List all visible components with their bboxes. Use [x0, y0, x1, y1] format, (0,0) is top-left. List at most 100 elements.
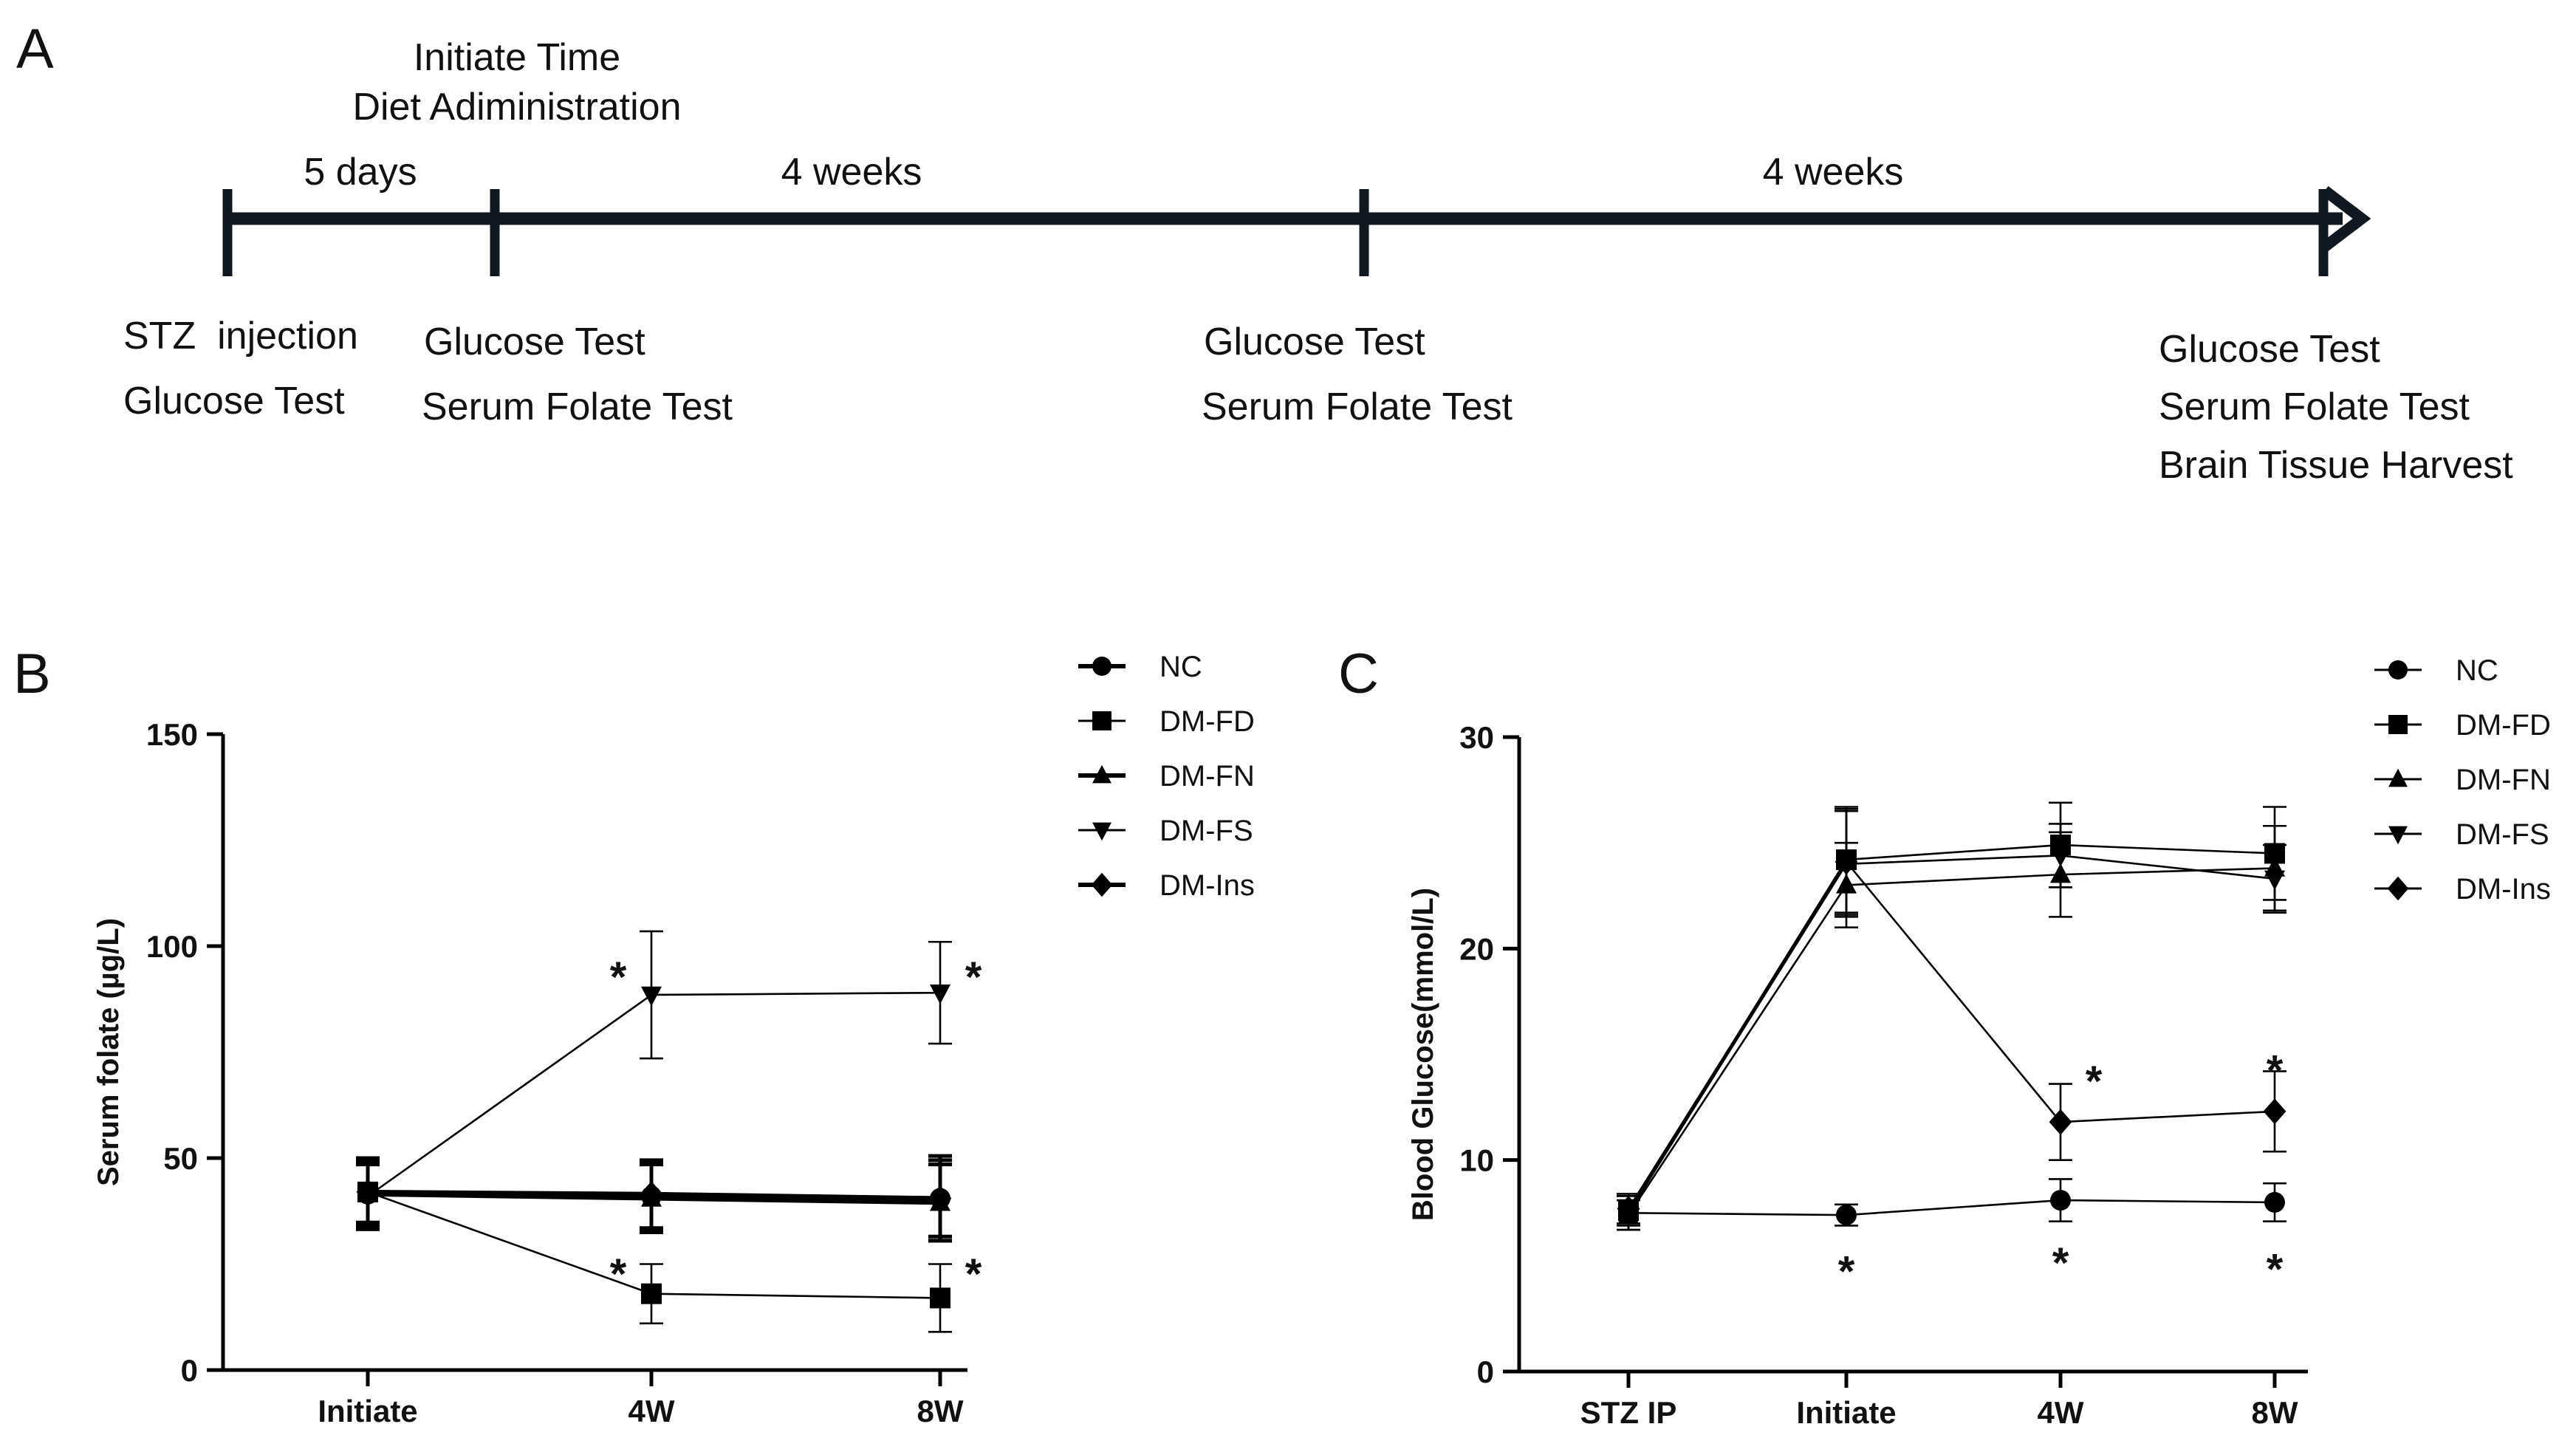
series-dm-ins-point-3	[2263, 1098, 2286, 1125]
legend-item-nc: NC	[2374, 654, 2498, 687]
legend-label-dm-fs: DM-FS	[1159, 815, 1253, 847]
legend-marker-dm-fd	[1092, 711, 1111, 730]
x-tick-label-8w: 8W	[2252, 1395, 2298, 1430]
event-2-line-0: Glucose Test	[1204, 321, 1425, 363]
legend-item-dm-ins: DM-Ins	[1078, 869, 1255, 902]
series-dm-fd-line	[367, 1191, 941, 1299]
series-dm-ins-point-0	[356, 1179, 380, 1205]
series-dm-fn	[1617, 824, 2286, 1231]
series-dm-fs	[1617, 809, 2286, 1231]
legend-item-dm-fs: DM-FS	[2374, 818, 2549, 851]
series-dm-fs-point-2	[930, 984, 950, 1004]
legend-label-dm-fn: DM-FN	[2456, 764, 2551, 796]
legend-label-dm-fd: DM-FD	[2456, 709, 2551, 742]
series-dm-ins-point-2	[2049, 1109, 2072, 1135]
timeline-arrowhead	[2321, 186, 2371, 251]
x-tick-label-initiate: Initiate	[318, 1394, 417, 1428]
chart-b-serum-folate: 0 50 100 150 Initiate 4W 8W Serum folate (µg/L)…	[92, 651, 1255, 1428]
series-dm-ins	[356, 1154, 952, 1243]
event-3-line-2: Brain Tissue Harvest	[2159, 444, 2513, 487]
legend-label-dm-ins: DM-Ins	[2456, 873, 2551, 905]
panel-a-timeline: A Initiate Time Diet Adiministration 5 d…	[16, 18, 2513, 487]
series-nc-point-2	[2050, 1190, 2071, 1211]
y-tick-label-0: 0	[181, 1353, 198, 1388]
legend-label-dm-fs: DM-FS	[2456, 818, 2549, 851]
series-dm-ins-point-1	[1835, 849, 1858, 875]
significance-star-2: *	[610, 1250, 627, 1298]
significance-star-1: *	[965, 953, 982, 1002]
series-dm-fd	[356, 1161, 952, 1333]
panel-c-letter: C	[1338, 643, 1379, 705]
legend-marker-nc	[2388, 660, 2408, 679]
event-1-line-1: Serum Folate Test	[422, 386, 733, 428]
legend-item-dm-fd: DM-FD	[2374, 709, 2551, 742]
event-0-line-1: Glucose Test	[123, 380, 345, 422]
series-nc-line	[1628, 1199, 2275, 1216]
x-tick-label-stz-ip: STZ IP	[1580, 1395, 1677, 1430]
legend-marker-dm-fn	[2388, 768, 2408, 787]
significance-star-2: *	[1838, 1248, 1855, 1296]
legend-marker-dm-ins	[1091, 872, 1113, 897]
legend-label-dm-fn: DM-FN	[1159, 760, 1255, 792]
legend-label-dm-fd: DM-FD	[1159, 705, 1255, 738]
y-tick-label-150: 150	[146, 717, 198, 752]
interval-label-4-weeks-1: 4 weeks	[781, 151, 922, 194]
series-nc-point-3	[2264, 1191, 2285, 1213]
interval-label-4-weeks-2: 4 weeks	[1763, 151, 1904, 194]
legend-item-dm-ins: DM-Ins	[2374, 873, 2551, 905]
significance-star-4: *	[2267, 1246, 2284, 1294]
significance-star-3: *	[965, 1250, 982, 1298]
series-dm-ins-point-1	[640, 1181, 663, 1208]
series-dm-fn-line	[1627, 867, 2275, 1216]
series-dm-ins-line	[1627, 860, 2275, 1210]
legend-item-dm-fn: DM-FN	[2374, 764, 2551, 796]
panel-b-letter: B	[13, 643, 51, 705]
series-dm-fs-point-3	[2264, 870, 2285, 891]
legend-marker-dm-fd	[2388, 715, 2408, 734]
y-tick-label-50: 50	[163, 1141, 198, 1176]
series-dm-ins-point-0	[1617, 1196, 1640, 1222]
interval-label-5-days: 5 days	[304, 151, 417, 194]
timeline-header-line1: Initiate Time	[414, 36, 620, 79]
x-tick-label-8w: 8W	[917, 1394, 964, 1428]
x-tick-label-initiate: Initiate	[1796, 1395, 1896, 1430]
series-dm-ins	[1617, 808, 2286, 1225]
event-1-line-0: Glucose Test	[424, 321, 645, 363]
significance-star-3: *	[2052, 1239, 2069, 1287]
event-2-line-1: Serum Folate Test	[1202, 386, 1513, 428]
series-dm-fd	[1617, 801, 2286, 1227]
series-dm-fd-point-2	[930, 1287, 950, 1309]
y-tick-label-100: 100	[146, 929, 198, 964]
legend-item-dm-fn: DM-FN	[1078, 760, 1255, 792]
series-nc	[1617, 1178, 2286, 1231]
series-dm-fs-line	[1627, 855, 2275, 1213]
significance-star-0: *	[2086, 1058, 2103, 1106]
legend-label-nc: NC	[1159, 651, 1202, 683]
y-tick-label-30: 30	[1459, 720, 1494, 755]
legend-item-dm-fd: DM-FD	[1078, 705, 1255, 738]
event-0-line-0: STZ injection	[123, 315, 358, 357]
x-tick-label-4w: 4W	[628, 1394, 675, 1428]
timeline-header-line2: Diet Adiministration	[352, 86, 681, 129]
legend-marker-dm-ins	[2387, 876, 2409, 901]
legend-label-nc: NC	[2456, 654, 2498, 687]
y-tick-label-0: 0	[1477, 1355, 1494, 1389]
chart-c-blood-glucose: 0 10 20 30 STZ IP Initiate 4W 8W Blood Glucose(m…	[1407, 654, 2551, 1430]
y-tick-label-20: 20	[1459, 931, 1494, 966]
y-tick-label-10: 10	[1459, 1143, 1494, 1178]
significance-star-0: *	[610, 953, 627, 1002]
series-dm-fs-point-2	[2050, 847, 2071, 867]
panel-a-letter: A	[16, 18, 54, 81]
chart-C-y-axis-label: Blood Glucose(mmol/L)	[1407, 888, 1439, 1221]
legend-item-nc: NC	[1078, 651, 1202, 683]
series-dm-fd-point-1	[641, 1283, 662, 1304]
legend-label-dm-ins: DM-Ins	[1159, 869, 1255, 902]
x-tick-label-4w: 4W	[2038, 1395, 2084, 1430]
chart-B-y-axis-label: Serum folate (µg/L)	[92, 918, 125, 1186]
event-3-line-1: Serum Folate Test	[2159, 386, 2470, 428]
series-dm-fs-point-1	[641, 986, 662, 1007]
legend-item-dm-fs: DM-FS	[1078, 815, 1253, 847]
legend-marker-dm-fs	[2388, 826, 2408, 845]
event-3-line-0: Glucose Test	[2159, 328, 2380, 371]
